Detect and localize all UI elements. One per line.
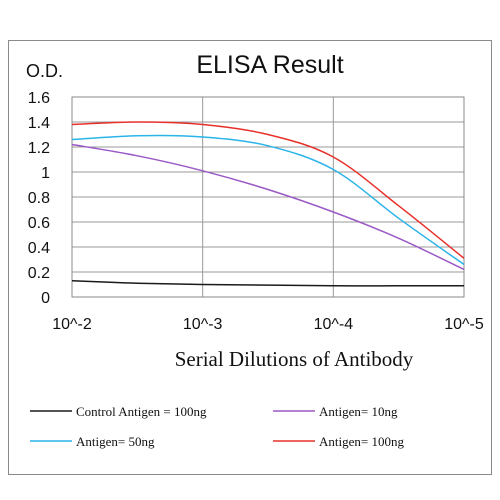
chart-title: ELISA Result bbox=[196, 51, 343, 79]
y-tick-label: 1.4 bbox=[28, 115, 50, 132]
y-tick-label: 1.6 bbox=[28, 90, 50, 107]
y-tick-label: 0.6 bbox=[28, 215, 50, 232]
x-tick-label: 10^-2 bbox=[52, 316, 92, 333]
legend-label: Antigen= 50ng bbox=[76, 434, 155, 449]
legend: Control Antigen = 100ng Antigen= 10ng Anti… bbox=[30, 404, 404, 449]
y-tick-label: 0.8 bbox=[28, 190, 50, 207]
legend-label: Antigen= 100ng bbox=[319, 434, 404, 449]
y-tick-label: 1.2 bbox=[28, 140, 50, 157]
series-line-1 bbox=[71, 280, 464, 287]
x-tick-label: 10^-3 bbox=[183, 316, 223, 333]
x-tick-labels: 10^-2 10^-3 10^-4 10^-5 bbox=[52, 316, 484, 333]
plot-area bbox=[71, 96, 465, 298]
chart-frame bbox=[8, 40, 492, 475]
series-line-2 bbox=[71, 143, 465, 271]
legend-label: Control Antigen = 100ng bbox=[76, 404, 207, 419]
y-axis-label: O.D. bbox=[26, 61, 63, 81]
grid bbox=[71, 96, 465, 298]
series-line-3 bbox=[71, 134, 465, 266]
legend-label: Antigen= 10ng bbox=[319, 404, 398, 419]
y-tick-labels: 0 0.2 0.4 0.6 0.8 1 1.2 1.4 1.6 bbox=[28, 90, 50, 307]
series-layer bbox=[71, 121, 465, 287]
y-tick-label: 0.4 bbox=[28, 240, 50, 257]
x-tick-label: 10^-5 bbox=[444, 316, 484, 333]
y-tick-label: 1 bbox=[41, 165, 50, 182]
x-tick-label: 10^-4 bbox=[314, 316, 354, 333]
y-tick-label: 0.2 bbox=[28, 265, 50, 282]
y-tick-label: 0 bbox=[41, 290, 50, 307]
series-line-4 bbox=[71, 121, 465, 259]
x-axis-label: Serial Dilutions of Antibody bbox=[175, 347, 414, 371]
